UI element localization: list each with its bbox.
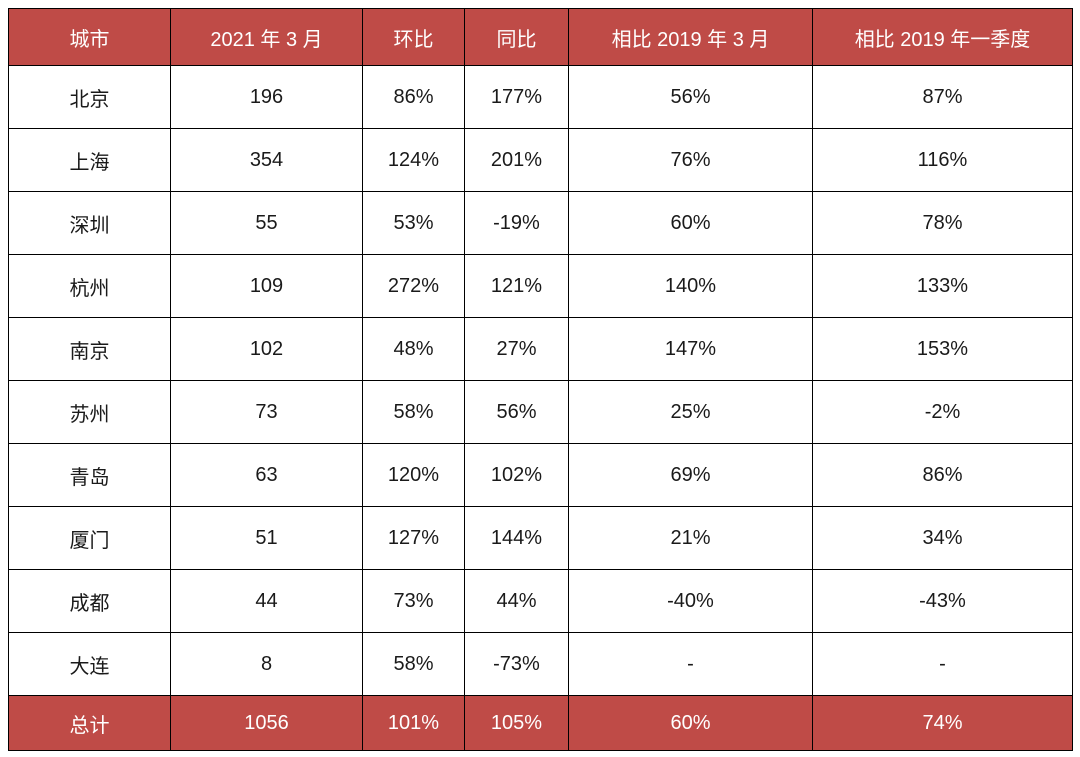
value-cell: -43% bbox=[812, 569, 1073, 633]
table-row: 上海 354 124% 201% 76% 116% bbox=[8, 128, 1073, 192]
total-value-cell: 74% bbox=[812, 695, 1073, 751]
value-cell: 48% bbox=[362, 317, 465, 381]
value-cell: 102% bbox=[464, 443, 569, 507]
table-row: 深圳 55 53% -19% 60% 78% bbox=[8, 191, 1073, 255]
value-cell: 78% bbox=[812, 191, 1073, 255]
value-cell: 196 bbox=[170, 65, 363, 129]
city-cell: 北京 bbox=[8, 65, 171, 129]
value-cell: -19% bbox=[464, 191, 569, 255]
value-cell: -73% bbox=[464, 632, 569, 696]
table-row: 成都 44 73% 44% -40% -43% bbox=[8, 569, 1073, 633]
value-cell: 44 bbox=[170, 569, 363, 633]
value-cell: 120% bbox=[362, 443, 465, 507]
city-cell: 苏州 bbox=[8, 380, 171, 444]
value-cell: 8 bbox=[170, 632, 363, 696]
value-cell: 121% bbox=[464, 254, 569, 318]
value-cell: 73 bbox=[170, 380, 363, 444]
value-cell: 127% bbox=[362, 506, 465, 570]
value-cell: 116% bbox=[812, 128, 1073, 192]
total-value-cell: 101% bbox=[362, 695, 465, 751]
value-cell: 73% bbox=[362, 569, 465, 633]
value-cell: 140% bbox=[568, 254, 813, 318]
value-cell: 133% bbox=[812, 254, 1073, 318]
value-cell: 354 bbox=[170, 128, 363, 192]
value-cell: 53% bbox=[362, 191, 465, 255]
column-header: 相比 2019 年 3 月 bbox=[568, 8, 813, 66]
value-cell: 60% bbox=[568, 191, 813, 255]
value-cell: 124% bbox=[362, 128, 465, 192]
table-body: 北京 196 86% 177% 56% 87% 上海 354 124% 201% 76% 116% 深圳… bbox=[8, 65, 1073, 696]
value-cell: 201% bbox=[464, 128, 569, 192]
city-cell: 成都 bbox=[8, 569, 171, 633]
column-header: 相比 2019 年一季度 bbox=[812, 8, 1073, 66]
value-cell: 58% bbox=[362, 632, 465, 696]
total-value-cell: 1056 bbox=[170, 695, 363, 751]
value-cell: 27% bbox=[464, 317, 569, 381]
value-cell: 56% bbox=[568, 65, 813, 129]
value-cell: 109 bbox=[170, 254, 363, 318]
value-cell: 44% bbox=[464, 569, 569, 633]
value-cell: 153% bbox=[812, 317, 1073, 381]
table-row: 厦门 51 127% 144% 21% 34% bbox=[8, 506, 1073, 570]
table-row: 青岛 63 120% 102% 69% 86% bbox=[8, 443, 1073, 507]
city-market-table: 城市 2021 年 3 月环比 同比 相比 2019 年 3 月相比 2019 年一季… bbox=[8, 8, 1073, 751]
value-cell: - bbox=[812, 632, 1073, 696]
value-cell: 34% bbox=[812, 506, 1073, 570]
value-cell: 86% bbox=[362, 65, 465, 129]
value-cell: 69% bbox=[568, 443, 813, 507]
value-cell: 21% bbox=[568, 506, 813, 570]
value-cell: 55 bbox=[170, 191, 363, 255]
table-row: 南京 102 48% 27% 147% 153% bbox=[8, 317, 1073, 381]
column-header: 城市 bbox=[8, 8, 171, 66]
total-value-cell: 60% bbox=[568, 695, 813, 751]
value-cell: 76% bbox=[568, 128, 813, 192]
city-cell: 厦门 bbox=[8, 506, 171, 570]
value-cell: 272% bbox=[362, 254, 465, 318]
value-cell: 25% bbox=[568, 380, 813, 444]
value-cell: 56% bbox=[464, 380, 569, 444]
table-row: 大连 8 58% -73% - - bbox=[8, 632, 1073, 696]
value-cell: 87% bbox=[812, 65, 1073, 129]
value-cell: 102 bbox=[170, 317, 363, 381]
city-cell: 杭州 bbox=[8, 254, 171, 318]
value-cell: 86% bbox=[812, 443, 1073, 507]
city-cell: 大连 bbox=[8, 632, 171, 696]
value-cell: -40% bbox=[568, 569, 813, 633]
column-header: 2021 年 3 月 bbox=[170, 8, 363, 66]
table-row: 北京 196 86% 177% 56% 87% bbox=[8, 65, 1073, 129]
total-label-cell: 总计 bbox=[8, 695, 171, 751]
column-header: 同比 bbox=[464, 8, 569, 66]
value-cell: 63 bbox=[170, 443, 363, 507]
city-cell: 上海 bbox=[8, 128, 171, 192]
total-value-cell: 105% bbox=[464, 695, 569, 751]
value-cell: 144% bbox=[464, 506, 569, 570]
value-cell: 51 bbox=[170, 506, 363, 570]
table-row: 杭州 109 272% 121% 140% 133% bbox=[8, 254, 1073, 318]
table-row: 苏州 73 58% 56% 25% -2% bbox=[8, 380, 1073, 444]
value-cell: 177% bbox=[464, 65, 569, 129]
total-row: 总计 1056 101% 105% 60% 74% bbox=[8, 695, 1073, 751]
city-cell: 青岛 bbox=[8, 443, 171, 507]
city-cell: 深圳 bbox=[8, 191, 171, 255]
column-header: 环比 bbox=[362, 8, 465, 66]
value-cell: -2% bbox=[812, 380, 1073, 444]
value-cell: 147% bbox=[568, 317, 813, 381]
header-row: 城市 2021 年 3 月环比 同比 相比 2019 年 3 月相比 2019 年一季… bbox=[8, 8, 1073, 66]
city-cell: 南京 bbox=[8, 317, 171, 381]
value-cell: 58% bbox=[362, 380, 465, 444]
value-cell: - bbox=[568, 632, 813, 696]
